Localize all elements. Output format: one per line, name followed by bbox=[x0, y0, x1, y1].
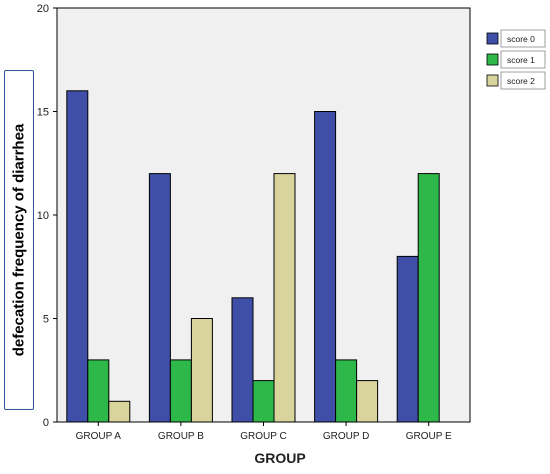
y-axis-label-box: defecation frequency of diarrhea bbox=[4, 70, 34, 410]
y-axis-label: defecation frequency of diarrhea bbox=[10, 123, 28, 357]
y-tick-label: 5 bbox=[43, 314, 49, 326]
legend-label: score 2 bbox=[507, 76, 535, 86]
legend-label-box bbox=[500, 29, 546, 48]
x-tick-label: GROUP D bbox=[323, 431, 370, 442]
x-tick-label: GROUP B bbox=[158, 431, 204, 442]
legend-swatch bbox=[486, 53, 499, 66]
bar bbox=[356, 380, 379, 423]
bar bbox=[396, 255, 419, 423]
bar bbox=[87, 359, 110, 423]
bar bbox=[148, 173, 171, 423]
y-tick-label: 20 bbox=[37, 3, 49, 15]
legend-swatch bbox=[486, 74, 499, 87]
legend-label: score 0 bbox=[507, 34, 535, 44]
legend-swatch bbox=[486, 32, 499, 45]
bar bbox=[231, 297, 254, 423]
x-tick-label: GROUP E bbox=[406, 431, 452, 442]
y-tick-label: 15 bbox=[37, 107, 49, 119]
y-tick-label: 10 bbox=[37, 210, 49, 222]
bar bbox=[314, 111, 337, 423]
bar bbox=[273, 173, 296, 423]
bar bbox=[108, 400, 131, 423]
bar bbox=[417, 173, 440, 423]
x-axis-label: GROUP bbox=[254, 450, 306, 466]
bar bbox=[190, 318, 213, 423]
y-tick-label: 0 bbox=[43, 417, 49, 429]
legend-label-box bbox=[500, 71, 546, 90]
bar bbox=[169, 359, 192, 423]
bar bbox=[252, 380, 275, 423]
x-tick-label: GROUP C bbox=[240, 431, 287, 442]
bar bbox=[66, 90, 89, 423]
legend-label-box bbox=[500, 50, 546, 69]
bar bbox=[335, 359, 358, 423]
x-tick-label: GROUP A bbox=[76, 431, 122, 442]
legend-label: score 1 bbox=[507, 55, 535, 65]
